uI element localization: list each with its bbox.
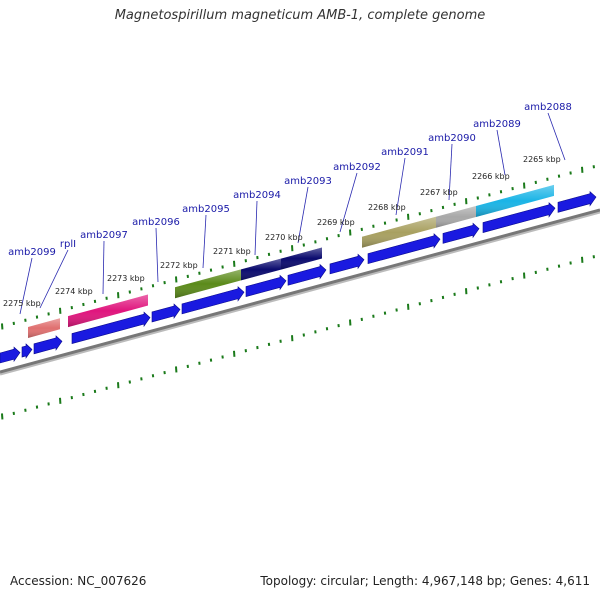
cds-arrow-track (0, 191, 597, 364)
label-leader-lines (19, 112, 566, 315)
page-title: Magnetospirillum magneticum AMB-1, compl… (114, 8, 486, 23)
scale-label: 2274 kbp (55, 287, 93, 296)
genome-summary: Topology: circular; Length: 4,967,148 bp… (260, 574, 590, 588)
scale-label: 2268 kbp (368, 203, 406, 212)
scale-label: 2273 kbp (107, 274, 145, 283)
scale-labels: 2275 kbp 2274 kbp 2273 kbp 2272 kbp 2271 kbp… (3, 155, 561, 308)
gene-label-amb2090[interactable]: amb2090 (428, 133, 476, 144)
leader-line (155, 227, 159, 283)
leader-line (102, 240, 105, 295)
gene-bar-track (28, 184, 554, 338)
cds-arrow[interactable] (151, 303, 181, 323)
gene-label-amb2096[interactable]: amb2096 (132, 217, 180, 228)
gene-label-amb2088[interactable]: amb2088 (524, 102, 572, 113)
cds-arrow[interactable] (0, 346, 21, 364)
leader-line (254, 200, 258, 256)
leader-line (496, 129, 506, 176)
cds-arrow[interactable] (482, 202, 556, 233)
scale-label: 2270 kbp (265, 233, 303, 242)
scale-label: 2272 kbp (160, 261, 198, 270)
leader-line (395, 157, 406, 216)
cds-arrow[interactable] (367, 233, 441, 265)
gene-label-amb2099[interactable]: amb2099 (8, 247, 56, 258)
scale-label: 2266 kbp (472, 172, 510, 181)
gene-label-amb2093[interactable]: amb2093 (284, 176, 332, 187)
accession-label: Accession: NC_007626 (10, 574, 147, 588)
gene-labels: amb2099rplIamb2097amb2096amb2095amb2094a… (8, 102, 572, 258)
scale-label: 2267 kbp (420, 188, 458, 197)
scale-label: 2269 kbp (317, 218, 355, 227)
gene-label-amb2095[interactable]: amb2095 (182, 204, 230, 215)
leader-line (202, 214, 207, 269)
leader-line (297, 186, 309, 244)
genome-backbone (0, 208, 600, 376)
cds-arrow[interactable] (557, 191, 597, 213)
gene-label-amb2094[interactable]: amb2094 (233, 190, 281, 201)
leader-line (448, 143, 453, 201)
leader-line (39, 249, 69, 309)
cds-arrow[interactable] (21, 343, 33, 359)
scale-label: 2265 kbp (523, 155, 561, 164)
cds-arrow[interactable] (33, 335, 63, 355)
scale-label: 2275 kbp (3, 299, 41, 308)
leader-line (19, 257, 33, 315)
gene-label-rpli[interactable]: rplI (60, 239, 76, 250)
leader-line (547, 112, 566, 161)
cds-arrow[interactable] (181, 286, 245, 315)
gene-label-amb2089[interactable]: amb2089 (473, 119, 521, 130)
cds-arrow[interactable] (71, 311, 151, 344)
leader-line (339, 172, 358, 233)
cds-arrow[interactable] (245, 274, 287, 297)
cds-arrow[interactable] (442, 222, 480, 244)
outer-tick-ring (1, 165, 595, 330)
scale-label: 2271 kbp (213, 247, 251, 256)
gene-label-amb2092[interactable]: amb2092 (333, 162, 381, 173)
cds-arrow[interactable] (287, 263, 327, 286)
gene-label-amb2097[interactable]: amb2097 (80, 230, 128, 241)
gene-label-amb2091[interactable]: amb2091 (381, 147, 429, 158)
inner-tick-ring (1, 255, 595, 420)
cds-arrow[interactable] (329, 253, 365, 275)
